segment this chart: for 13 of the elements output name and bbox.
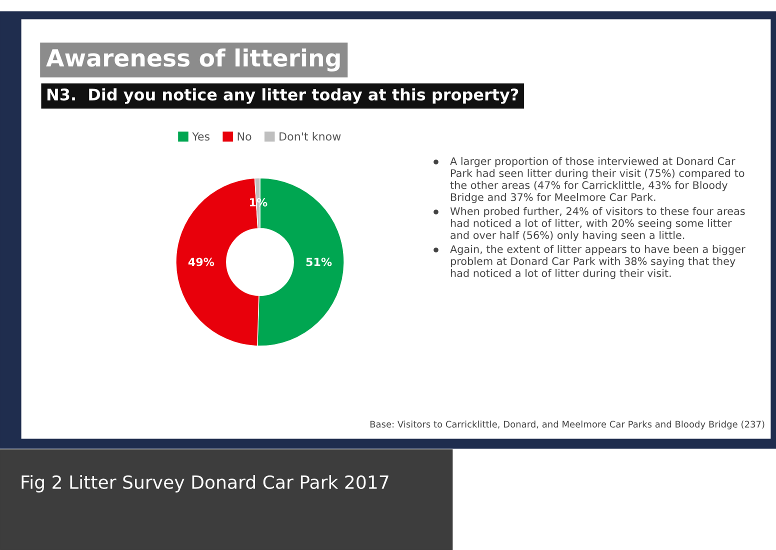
caption: Fig 2 Litter Survey Donard Car Park 2017 (22, 475, 388, 492)
text: Base: Visitors to Carricklittle, Donard, and Meelmore Car Parks and Bloody Bridge (237) (370, 420, 764, 430)
text: When probed further, 24% of visitors to these four areas had noticed a lot of litter, with 20% seeing some litter and over half (56%) only having seen a little. (450, 207, 745, 242)
legend-label: No (238, 132, 252, 141)
text: Again, the extent of litter appears to have been a bigger problem at Donard Car Park with 38% saying that they had noticed a lot of litter during their visit. (450, 245, 746, 280)
text: A larger proportion of those interviewed at Donard Car Park had seen litter during their visit (75%) compared to the other areas (47% for Carricklittle, 43% for Bloody Bridge and 37% for Meelmore Car Park. (450, 157, 744, 204)
data-label: 1% (250, 198, 268, 206)
data-label: 49% (188, 258, 214, 266)
chart-title: Awareness of littering (46, 48, 340, 72)
legend-label: Don't know (280, 132, 341, 141)
chart-subtitle: N3. Did you notice any litter today at this property? (47, 88, 518, 104)
legend-label: Yes (192, 132, 210, 141)
data-label: 51% (306, 258, 332, 266)
